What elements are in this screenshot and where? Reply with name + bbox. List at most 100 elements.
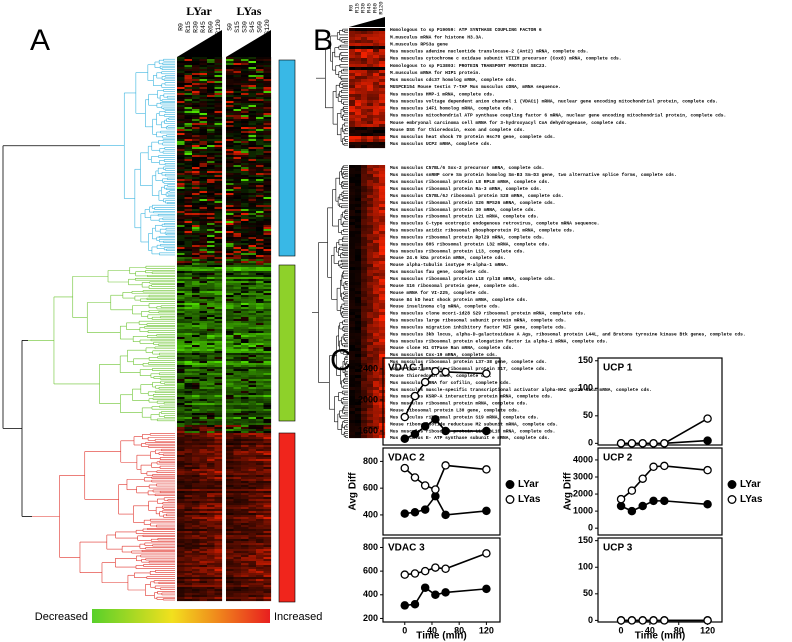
heatmap-cell xyxy=(256,341,264,344)
heatmap-cell xyxy=(379,423,386,427)
heatmap-cell xyxy=(263,237,272,240)
heatmap-cell xyxy=(379,189,386,193)
heatmap-cell xyxy=(207,259,215,262)
heatmap-cell xyxy=(349,192,356,196)
heatmap-cell xyxy=(355,79,362,83)
heatmap-cell xyxy=(233,107,242,110)
heatmap-cell xyxy=(192,403,200,406)
heatmap-cell xyxy=(263,457,272,460)
heatmap-cell xyxy=(256,265,264,268)
heatmap-cell xyxy=(207,255,215,258)
heatmap-cell xyxy=(207,557,215,560)
heatmap-cell xyxy=(214,469,223,472)
heatmap-cell xyxy=(355,327,362,331)
heatmap-cell xyxy=(248,373,257,376)
heatmap-cell xyxy=(192,469,200,472)
heatmap-cell xyxy=(233,57,242,60)
heatmap-cell xyxy=(367,49,374,53)
heatmap-cell xyxy=(192,93,200,96)
heatmap-cell xyxy=(355,396,362,400)
heatmap-cell xyxy=(177,57,185,60)
heatmap-cell xyxy=(199,525,208,528)
heatmap-cell xyxy=(248,247,257,250)
heatmap-cell xyxy=(207,61,215,64)
heatmap-cell xyxy=(248,441,257,444)
heatmap-cell xyxy=(263,239,272,242)
heatmap-cell xyxy=(241,61,249,64)
heatmap-cell xyxy=(214,297,223,300)
heatmap-cell xyxy=(214,465,223,468)
heatmap-cell xyxy=(248,253,257,256)
heatmap-cell xyxy=(214,567,223,570)
heatmap-cell xyxy=(199,273,208,276)
heatmap-cell xyxy=(199,341,208,344)
heatmap-cell xyxy=(248,71,257,74)
heatmap-cell xyxy=(263,183,272,186)
heatmap-cell xyxy=(177,595,185,598)
heatmap-cell xyxy=(177,165,185,168)
heatmap-cell xyxy=(241,57,249,60)
heatmap-cell xyxy=(226,569,234,572)
heatmap-cell xyxy=(361,219,368,223)
heatmap-cell xyxy=(184,299,193,302)
heatmap-cell xyxy=(263,553,272,556)
heatmap-cell xyxy=(263,543,272,546)
heatmap-cell xyxy=(207,511,215,514)
heatmap-cell xyxy=(199,307,208,310)
heatmap-cell xyxy=(184,539,193,542)
heatmap-cell xyxy=(207,551,215,554)
heatmap-cell xyxy=(241,495,249,498)
heatmap-cell xyxy=(355,192,362,196)
heatmap-cell xyxy=(256,99,264,102)
heatmap-cell xyxy=(192,425,200,428)
heatmap-cell xyxy=(192,445,200,448)
heatmap-cell xyxy=(199,239,208,242)
heatmap-cell xyxy=(256,145,264,148)
heatmap-cell xyxy=(263,147,272,150)
heatmap-cell xyxy=(192,379,200,382)
condition-label: S15 xyxy=(234,21,241,33)
heatmap-cell xyxy=(248,569,257,572)
heatmap-cell xyxy=(373,435,380,439)
heatmap-cell xyxy=(361,213,368,217)
heatmap-cell xyxy=(214,145,223,148)
heatmap-cell xyxy=(373,285,380,289)
heatmap-cell xyxy=(263,69,272,72)
heatmap-cell xyxy=(177,363,185,366)
heatmap-cell xyxy=(177,343,185,346)
heatmap-cell xyxy=(192,487,200,490)
heatmap-cell xyxy=(367,61,374,65)
heatmap-cell xyxy=(248,337,257,340)
heatmap-cell xyxy=(184,133,193,136)
heatmap-cell xyxy=(192,127,200,130)
heatmap-cell xyxy=(248,215,257,218)
heatmap-cell xyxy=(241,379,249,382)
heatmap-cell xyxy=(361,76,368,80)
heatmap-cell xyxy=(184,517,193,520)
heatmap-cell xyxy=(192,551,200,554)
heatmap-cell xyxy=(184,357,193,360)
heatmap-cell xyxy=(192,191,200,194)
heatmap-cell xyxy=(214,71,223,74)
heatmap-cell xyxy=(184,543,193,546)
heatmap-cell xyxy=(177,443,185,446)
heatmap-cell xyxy=(207,593,215,596)
heatmap-cell xyxy=(184,241,193,244)
heatmap-cell xyxy=(226,483,234,486)
heatmap-cell xyxy=(241,63,249,66)
heatmap-cell xyxy=(207,207,215,210)
heatmap-cell xyxy=(355,300,362,304)
heatmap-cell xyxy=(192,543,200,546)
heatmap-cell xyxy=(184,531,193,534)
heatmap-cell xyxy=(248,369,257,372)
heatmap-cell xyxy=(226,281,234,284)
heatmap-cell xyxy=(207,441,215,444)
heatmap-cell xyxy=(233,391,242,394)
heatmap-cell xyxy=(226,297,234,300)
heatmap-cell xyxy=(184,341,193,344)
heatmap-cell xyxy=(214,443,223,446)
heatmap-cell xyxy=(248,153,257,156)
heatmap-cell xyxy=(367,267,374,271)
heatmap-cell xyxy=(263,93,272,96)
heatmap-cell xyxy=(192,581,200,584)
